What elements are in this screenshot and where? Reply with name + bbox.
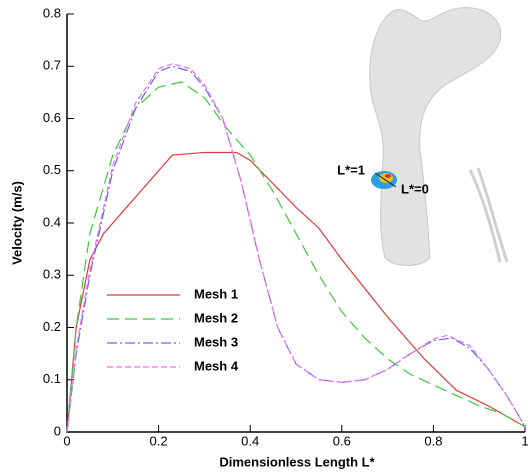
x-tick-label: 0.4 xyxy=(241,433,259,448)
x-tick-label: 0.2 xyxy=(150,433,168,448)
y-tick-label: 0.6 xyxy=(43,110,61,125)
inset-line xyxy=(374,172,397,188)
y-tick-label: 0 xyxy=(54,423,61,438)
y-tick-label: 0.2 xyxy=(43,319,61,334)
annotation: L*=1 xyxy=(337,162,365,177)
legend-label: Mesh 1 xyxy=(194,286,238,301)
velocity-core xyxy=(379,173,393,183)
legend-label: Mesh 3 xyxy=(194,334,238,349)
y-tick-label: 0.1 xyxy=(43,371,61,386)
inset-image: L*=1 L*=0 xyxy=(337,7,509,266)
legend-label: Mesh 2 xyxy=(194,310,238,325)
series-line xyxy=(66,151,526,433)
x-tick-label: 1 xyxy=(521,433,528,448)
series-line xyxy=(66,65,526,433)
annotation: L*=0 xyxy=(401,181,429,196)
series-line xyxy=(66,81,526,433)
y-tick-label: 0.7 xyxy=(43,58,61,73)
y-tick-label: 0.4 xyxy=(43,214,61,229)
y-tick-label: 0.3 xyxy=(43,267,61,282)
x-tick-label: 0 xyxy=(63,433,70,448)
y-tick-label: 0.8 xyxy=(43,5,61,20)
series-line xyxy=(66,63,526,433)
x-tick-label: 0.8 xyxy=(424,433,442,448)
legend-label: Mesh 4 xyxy=(194,358,239,373)
airway-model xyxy=(369,7,502,266)
x-tick-label: 0.6 xyxy=(333,433,351,448)
y-tick-label: 0.5 xyxy=(43,162,61,177)
velocity-peak xyxy=(385,174,391,178)
airway-branch xyxy=(468,167,509,263)
x-axis-label: Dimensionless Length L* xyxy=(219,454,375,469)
y-axis-label: Velocity (m/s) xyxy=(9,181,24,265)
